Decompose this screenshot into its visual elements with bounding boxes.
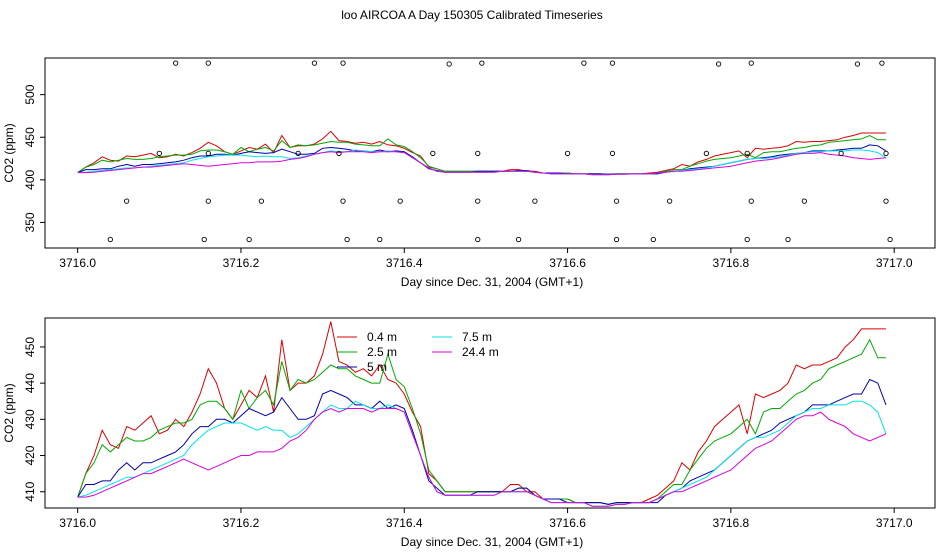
data-point-marker [475,150,481,157]
data-point-marker [340,60,346,66]
legend-label: 24.4 m [462,345,499,359]
data-point-marker [205,150,211,157]
data-point-marker [201,236,207,243]
data-point-marker [613,198,620,204]
legend-label: 0.4 m [367,330,397,344]
data-point-marker [883,150,889,157]
data-point-marker [666,198,673,204]
x-tick-label: 3716.2 [223,256,260,270]
data-point-marker [205,60,211,66]
data-point-marker [344,236,350,243]
legend-label: 2.5 m [367,345,397,359]
data-point-marker [650,236,656,243]
data-point-marker [715,61,722,67]
x-tick-label: 3716.0 [59,256,96,270]
data-point-marker [107,236,113,243]
data-point-marker [879,60,885,66]
series-group [77,321,887,507]
data-point-marker [475,198,481,204]
data-point-marker [397,198,403,204]
plot-frame [44,57,936,249]
series-line-24-4-mm [77,407,887,507]
series-line-24-4-mm [77,151,887,176]
data-point-marker [838,150,844,157]
series-line-2-5-mm [77,338,886,505]
data-point-marker [801,198,808,204]
x-tick-label: 3716.8 [713,516,750,530]
x-tick-label: 3716.4 [386,256,423,270]
top-panel: 3716.0 3716.2 3716.4 3716.6 3716.8 3717.0 350 4… [2,57,936,289]
data-point-marker [446,61,452,67]
data-point-marker [124,198,130,204]
x-tick-label: 3716.6 [549,256,586,270]
y-tick-label: 420 [23,445,37,465]
data-point-marker [609,150,616,157]
x-tick-label: 3716.8 [713,256,750,270]
y-tick-label: 450 [23,127,37,147]
y-tick-label: 410 [23,481,37,501]
data-point-marker [295,150,301,157]
data-point-marker [430,150,436,157]
data-point-marker [246,236,252,243]
series-group [77,130,887,176]
y-axis-label: CO2 (ppm) [2,383,16,442]
legend-label: 7.5 m [462,330,492,344]
y-tick-label: 400 [23,170,37,190]
y-axis-label: CO2 (ppm) [2,123,16,182]
data-point-marker [613,236,620,243]
data-point-marker [744,236,750,243]
data-point-marker [748,60,754,66]
legend-label: 5 m [367,360,387,374]
data-point-marker [475,236,481,243]
data-point-marker [311,60,318,66]
chart-title: loo AIRCOA A Day 150305 Calibrated Times… [341,8,602,22]
x-tick-label: 3717.0 [876,256,913,270]
data-point-marker [564,150,571,157]
y-tick-label: 440 [23,373,37,393]
data-point-marker [581,60,587,66]
data-point-marker [785,236,791,243]
data-point-marker [336,150,342,157]
data-point-marker [854,61,861,67]
data-point-marker [887,236,893,243]
data-point-marker [258,198,265,204]
x-tick-label: 3716.0 [59,516,96,530]
bottom-panel: 3716.0 3716.2 3716.4 3716.6 3716.8 3717.0 410 4… [2,317,936,549]
data-point-marker [172,60,179,66]
data-point-marker [744,150,750,157]
legend: 0.4 m2.5 m5 m 7.5 m24.4 m [337,330,499,374]
data-point-marker [205,198,211,204]
plot-frame [44,317,936,509]
x-tick-label: 3716.6 [549,516,586,530]
data-point-marker [156,150,162,157]
series-line-7-5-mm [77,400,887,507]
data-point-marker [479,60,485,66]
data-point-marker [340,198,346,204]
data-point-marker [532,198,538,204]
data-point-marker [377,236,383,243]
x-tick-label: 3716.2 [223,516,260,530]
y-tick-label: 450 [23,337,37,357]
y-tick-label: 350 [23,212,37,232]
data-point-marker [748,198,754,204]
x-axis-label: Day since Dec. 31, 2004 (GMT+1) [401,275,583,289]
series-line-5-mm [77,378,887,505]
x-tick-label: 3717.0 [876,516,913,530]
series-line-2-5-mm [77,134,886,175]
data-point-marker [609,60,616,66]
data-point-marker [703,150,710,157]
data-point-marker [515,236,522,243]
data-point-marker [883,198,889,204]
x-tick-label: 3716.4 [386,516,423,530]
y-tick-label: 430 [23,409,37,429]
x-axis-label: Day since Dec. 31, 2004 (GMT+1) [401,535,583,549]
y-tick-label: 500 [23,84,37,104]
